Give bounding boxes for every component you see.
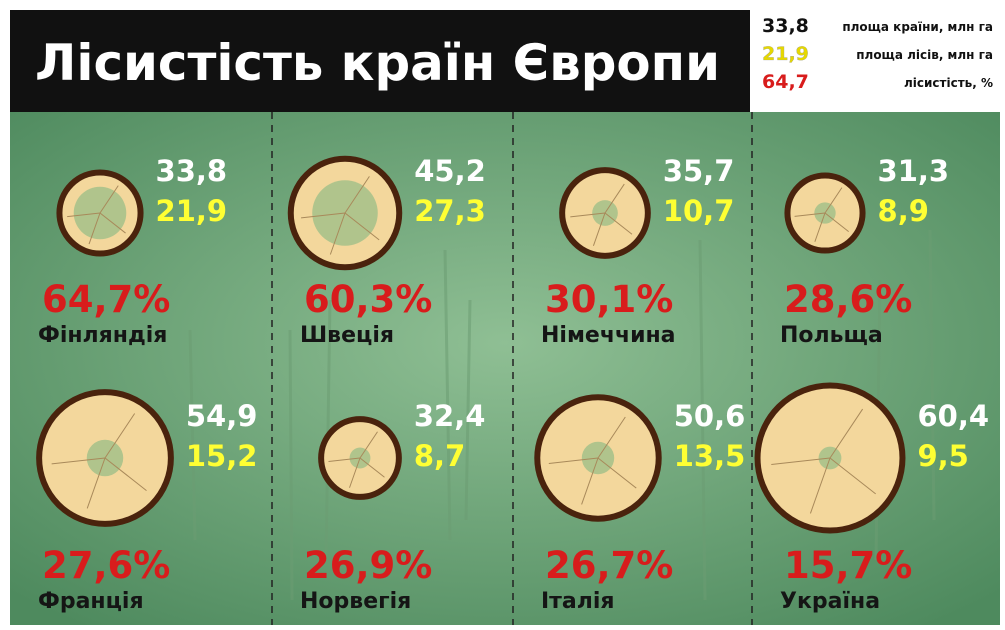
country-name: Норвегія — [300, 589, 411, 614]
forest-label: 27,3 — [414, 194, 486, 228]
forest-share: 64,7% — [42, 278, 170, 321]
country-name: Німеччина — [541, 323, 676, 348]
legend-label: площа країни, млн га — [842, 20, 993, 34]
area-label: 35,7 — [663, 154, 735, 188]
forest-share: 26,9% — [304, 544, 432, 587]
title: Лісистість країн Європи — [35, 34, 720, 92]
area-label: 32,4 — [414, 399, 486, 433]
country-name: Польща — [780, 323, 883, 348]
area-label: 50,6 — [674, 399, 746, 433]
country-name: Швеція — [300, 323, 394, 348]
legend-label: площа лісів, млн га — [856, 48, 993, 62]
infographic: Лісистість країн Європи 33,8 площа країни… — [0, 0, 1005, 630]
forest-share: 26,7% — [545, 544, 673, 587]
forest-share: 27,6% — [42, 544, 170, 587]
area-label: 45,2 — [414, 154, 486, 188]
country-name: Франція — [38, 589, 144, 614]
forest-label: 8,9 — [878, 194, 929, 228]
forest-share: 15,7% — [784, 544, 912, 587]
legend-value: 64,7 — [762, 71, 809, 93]
forest-label: 21,9 — [156, 194, 228, 228]
forest-share: 60,3% — [304, 278, 432, 321]
area-label: 54,9 — [186, 399, 258, 433]
legend: 33,8 площа країни, млн га 21,9 площа лісів,… — [762, 15, 993, 93]
forest-label: 10,7 — [663, 194, 735, 228]
forest-share: 28,6% — [784, 278, 912, 321]
country-name: Україна — [780, 589, 880, 614]
country-name: Італія — [541, 589, 615, 614]
forest-label: 13,5 — [674, 439, 746, 473]
legend-value: 21,9 — [762, 43, 809, 65]
legend-value: 33,8 — [762, 15, 809, 37]
area-label: 33,8 — [156, 154, 228, 188]
forest-label: 9,5 — [917, 439, 968, 473]
forest-share: 30,1% — [545, 278, 673, 321]
forest-label: 15,2 — [186, 439, 258, 473]
forest-label: 8,7 — [414, 439, 465, 473]
legend-label: лісистість, % — [904, 76, 993, 90]
area-label: 31,3 — [878, 154, 950, 188]
area-label: 60,4 — [917, 399, 989, 433]
country-name: Фінляндія — [38, 323, 167, 348]
